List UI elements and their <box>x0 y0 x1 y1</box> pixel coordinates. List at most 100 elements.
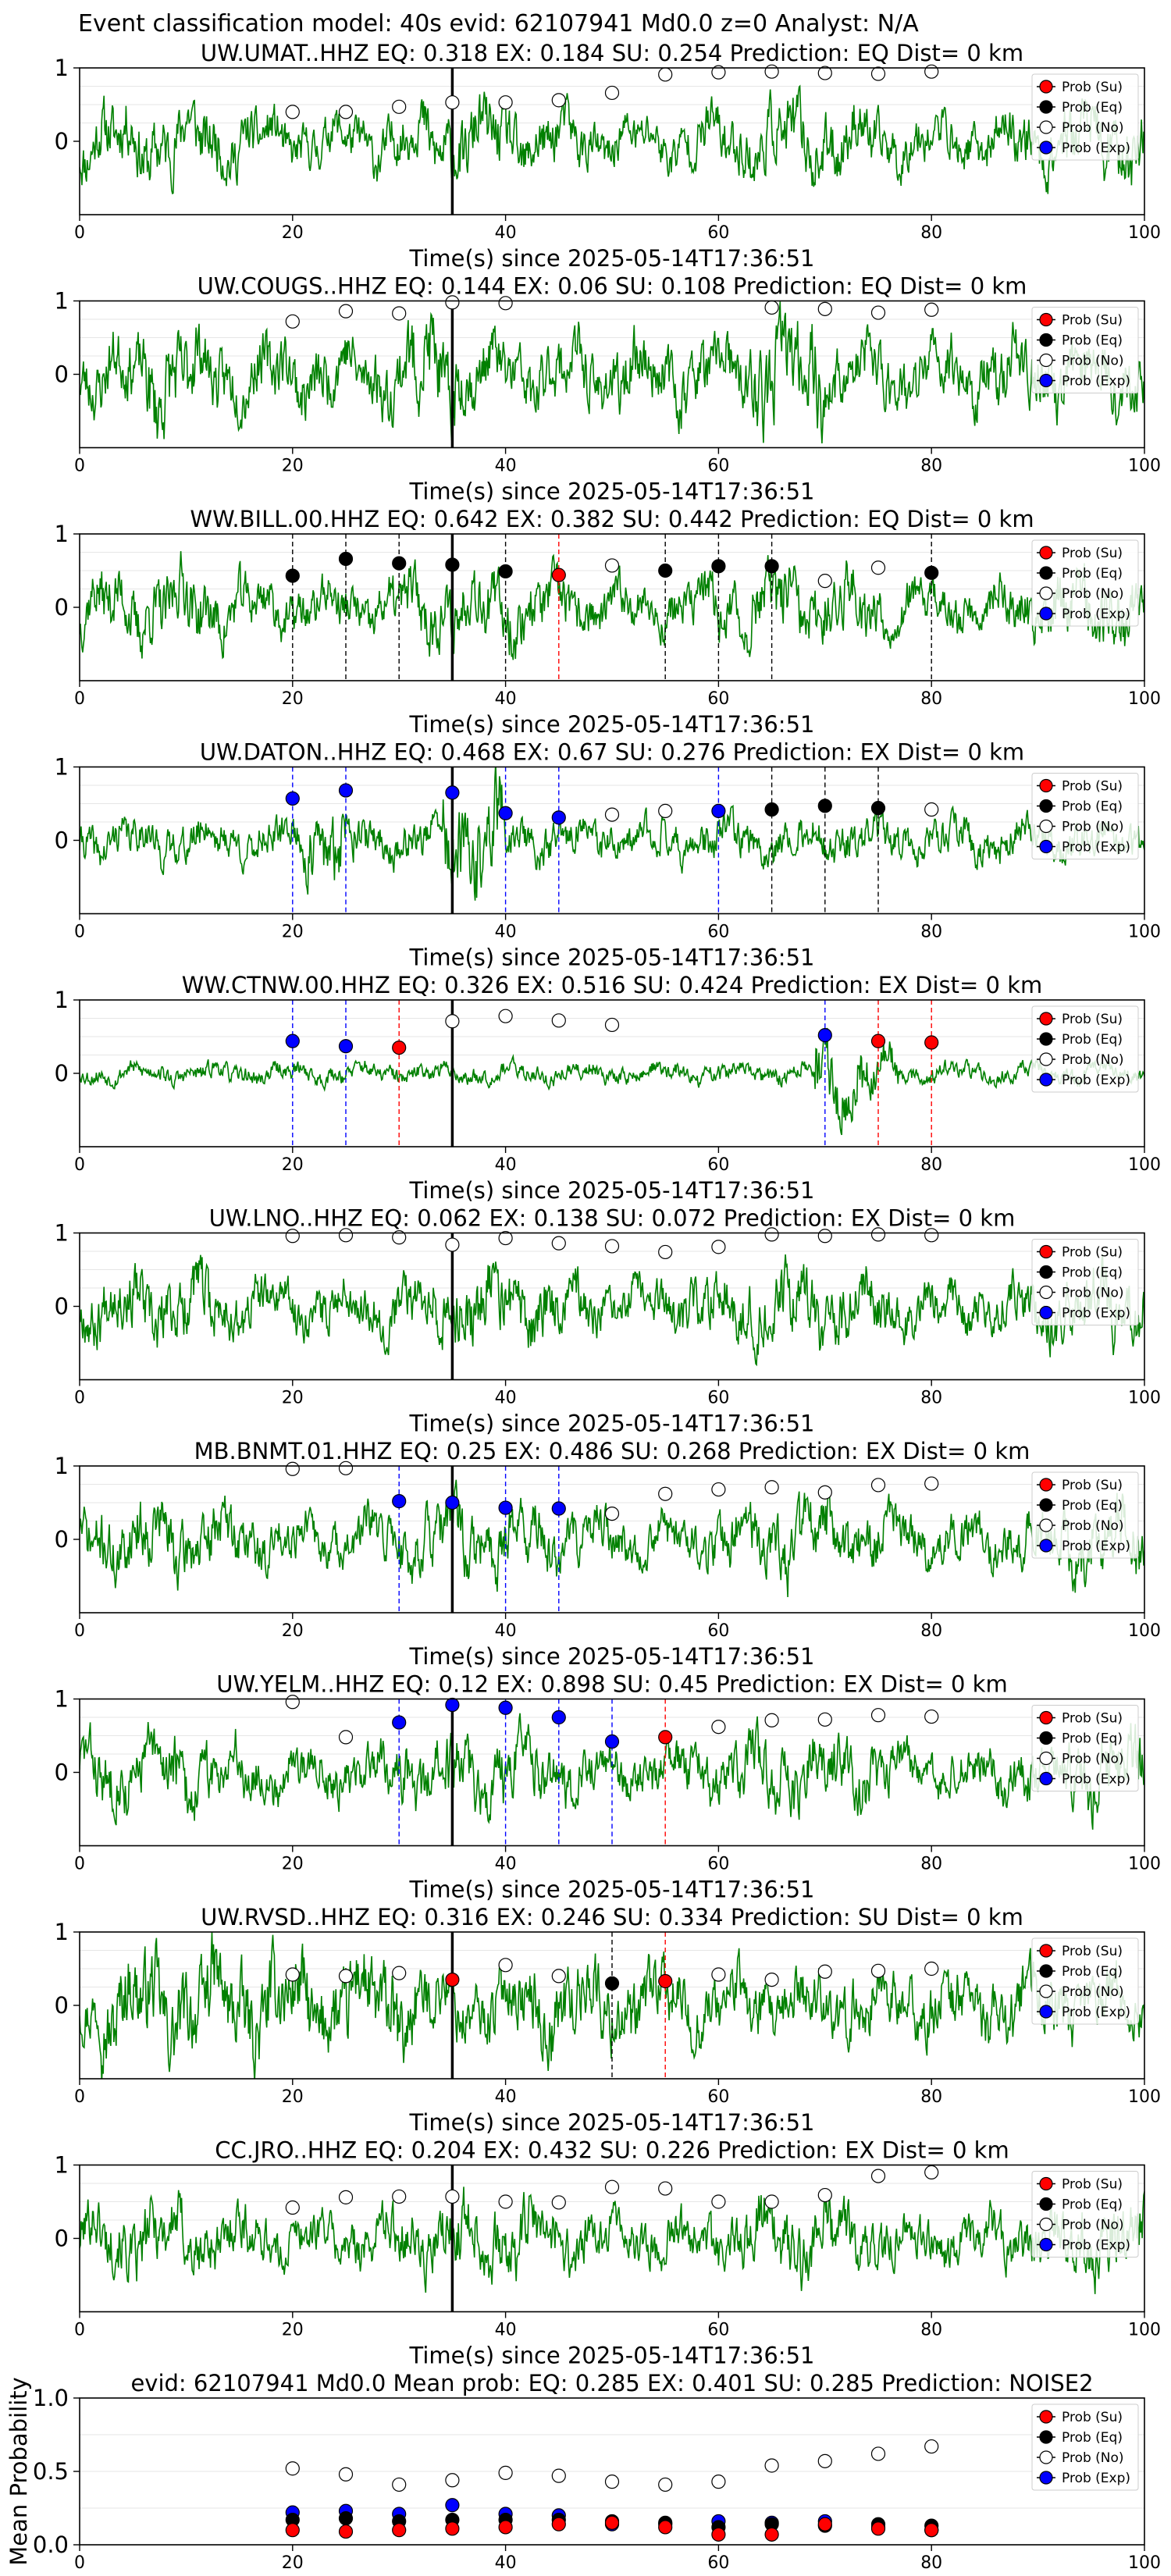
x-tick-label: 0 <box>74 223 85 243</box>
x-tick-label: 0 <box>74 1621 85 1641</box>
probability-marker-no <box>711 1482 726 1497</box>
probability-marker-no <box>764 1227 779 1242</box>
legend-label-exp: Prob (Exp) <box>1062 1539 1130 1554</box>
x-tick-label: 20 <box>282 1621 304 1641</box>
probability-marker-eq <box>711 559 726 574</box>
legend-marker-su <box>1039 778 1053 793</box>
x-axis-label: Time(s) since 2025-05-14T17:36:51 <box>409 1177 815 1204</box>
waveform-trace <box>80 1479 1144 1598</box>
x-tick-label: 0 <box>74 1155 85 1175</box>
panel-title: UW.RVSD..HHZ EQ: 0.316 EX: 0.246 SU: 0.3… <box>201 1904 1023 1930</box>
probability-marker-no <box>764 64 779 79</box>
legend-marker-su <box>1039 80 1053 94</box>
legend-label-exp: Prob (Exp) <box>1062 374 1130 390</box>
mean-marker-no <box>392 2477 407 2492</box>
probability-marker-eq <box>285 568 300 583</box>
figure-title: Event classification model: 40s evid: 62… <box>78 10 919 37</box>
legend-label-exp: Prob (Exp) <box>1062 607 1130 622</box>
y-tick-label: 1 <box>55 288 69 315</box>
legend-label-no: Prob (No) <box>1062 354 1124 369</box>
probability-marker-exp <box>338 783 354 798</box>
probability-marker-no <box>817 1964 832 1979</box>
legend-label-eq: Prob (Eq) <box>1062 1265 1123 1281</box>
probability-marker-no <box>392 99 407 114</box>
panel-title: UW.DATON..HHZ EQ: 0.468 EX: 0.67 SU: 0.2… <box>200 739 1024 766</box>
probability-marker-no <box>711 65 726 80</box>
waveform-trace <box>80 767 1144 901</box>
x-tick-label: 60 <box>707 1621 729 1641</box>
legend-label-no: Prob (No) <box>1062 1286 1124 1301</box>
legend-marker-exp <box>1039 1073 1053 1087</box>
legend-marker-eq <box>1039 333 1053 347</box>
probability-marker-no <box>285 314 300 329</box>
mean-marker-exp <box>445 2498 460 2513</box>
legend-marker-eq <box>1039 1265 1053 1279</box>
legend-box <box>1031 1005 1139 1093</box>
legend-label-su: Prob (Su) <box>1062 546 1123 561</box>
probability-marker-no <box>764 300 779 315</box>
x-tick-label: 80 <box>920 223 942 243</box>
panel-title: evid: 62107941 Md0.0 Mean prob: EQ: 0.28… <box>130 2370 1093 2396</box>
x-tick-label: 20 <box>282 2087 304 2107</box>
probability-marker-eq <box>392 556 407 571</box>
legend-marker-su <box>1039 1710 1053 1725</box>
legend: Prob (Su) Prob (Eq) Prob (No) Prob (Exp) <box>1031 1005 1139 1093</box>
y-tick-label: 1 <box>55 1686 69 1713</box>
station-panel: MB.BNMT.01.HHZ EQ: 0.25 EX: 0.486 SU: 0.… <box>55 1438 1161 1670</box>
probability-marker-su <box>924 1035 939 1050</box>
mean-marker-no <box>338 2467 354 2482</box>
mean-marker-su <box>870 2521 886 2536</box>
legend-marker-no <box>1039 120 1053 134</box>
legend: Prob (Su) Prob (Eq) Prob (No) Prob (Exp) <box>1031 1471 1139 1559</box>
probability-marker-no <box>285 2200 300 2215</box>
legend-label-su: Prob (Su) <box>1062 1944 1123 1959</box>
mean-marker-no <box>285 2461 300 2476</box>
probability-marker-no <box>817 1712 832 1727</box>
probability-marker-no <box>870 1478 886 1493</box>
mean-marker-no <box>498 2465 513 2480</box>
waveform-trace <box>80 1254 1144 1367</box>
x-tick-label: 0 <box>74 457 85 476</box>
x-tick-label: 20 <box>282 2321 304 2340</box>
probability-marker-no <box>870 305 886 320</box>
station-panel: WW.BILL.00.HHZ EQ: 0.642 EX: 0.382 SU: 0… <box>55 506 1161 738</box>
legend-label-su: Prob (Su) <box>1062 1478 1123 1493</box>
legend-marker-exp <box>1039 607 1053 621</box>
legend-label-su: Prob (Su) <box>1062 2410 1123 2425</box>
x-tick-label: 100 <box>1128 2087 1161 2107</box>
x-axis-label: Time(s) since 2025-05-14T17:36:51 <box>409 711 815 738</box>
probability-marker-no <box>551 2195 566 2210</box>
probability-marker-no <box>498 1009 513 1023</box>
probability-marker-su <box>392 1040 407 1055</box>
legend-label-eq: Prob (Eq) <box>1062 333 1123 349</box>
axes-frame <box>79 1232 1145 1381</box>
probability-marker-no <box>338 1461 354 1475</box>
x-tick-label: 0 <box>74 689 85 709</box>
y-tick-label: 0 <box>55 361 69 388</box>
x-tick-label: 100 <box>1128 1855 1161 1874</box>
mean-marker-su <box>392 2523 407 2538</box>
x-axis-label: Time(s) since 2025-05-14T17:36:51 <box>409 945 815 971</box>
y-tick-label: 0 <box>55 128 69 155</box>
legend-label-exp: Prob (Exp) <box>1062 2005 1130 2020</box>
x-tick-label: 100 <box>1128 1621 1161 1641</box>
probability-marker-exp <box>445 1495 460 1510</box>
legend-marker-no <box>1039 353 1053 368</box>
legend: Prob (Su) Prob (Eq) Prob (No) Prob (Exp) <box>1031 773 1139 859</box>
probability-marker-no <box>338 105 354 119</box>
x-tick-label: 80 <box>920 1155 942 1175</box>
waveform-trace <box>80 1027 1144 1136</box>
probability-marker-no <box>604 1239 620 1254</box>
mean-marker-su <box>817 2517 832 2532</box>
x-tick-label: 20 <box>282 923 304 942</box>
legend-marker-su <box>1039 1244 1053 1259</box>
panel-title: WW.CTNW.00.HHZ EQ: 0.326 EX: 0.516 SU: 0… <box>182 972 1043 998</box>
legend-box <box>1031 539 1139 627</box>
x-tick-label: 20 <box>282 457 304 476</box>
x-tick-label: 60 <box>707 923 729 942</box>
x-tick-label: 100 <box>1128 2321 1161 2340</box>
mean-marker-su <box>551 2517 566 2532</box>
probability-marker-eq <box>817 799 832 813</box>
mean-marker-su <box>711 2527 726 2542</box>
x-tick-label: 80 <box>920 2087 942 2107</box>
